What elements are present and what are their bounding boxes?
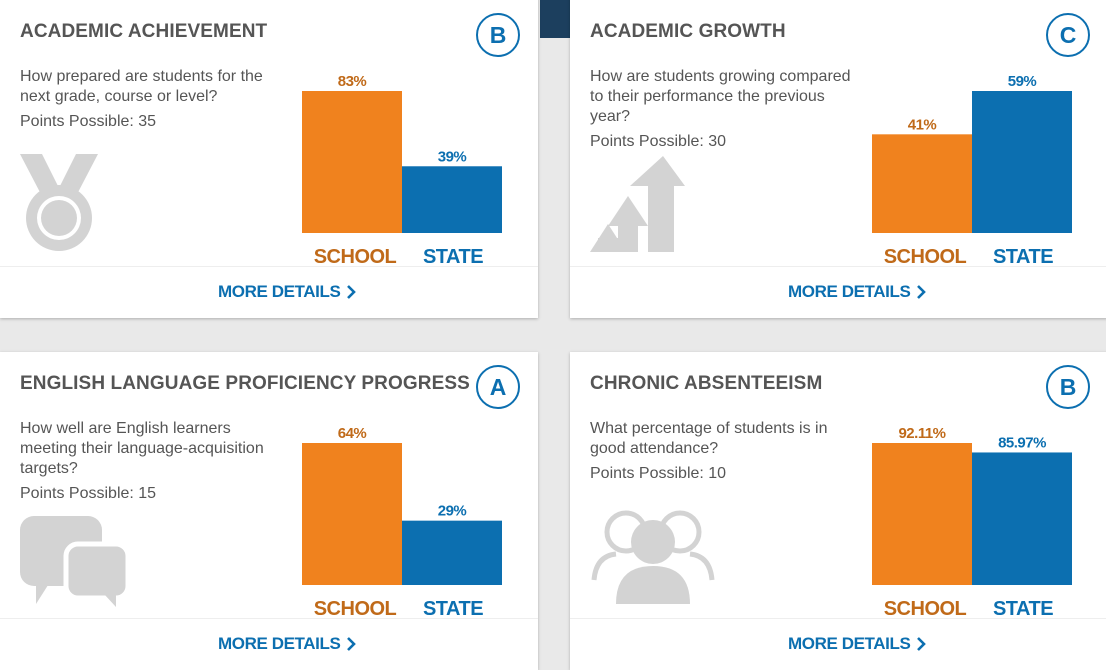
- bar-chart-svg: 41% SCHOOL 59% STATE: [872, 73, 1072, 268]
- card-title: ACADEMIC ACHIEVEMENT: [20, 21, 268, 42]
- question-text: How well are English learners meeting th…: [20, 420, 264, 477]
- points-possible: Points Possible: 15: [20, 485, 157, 502]
- question-text: How prepared are students for the next g…: [20, 68, 263, 105]
- more-details-label: MORE DETAILS: [218, 282, 341, 301]
- more-details-label: MORE DETAILS: [218, 634, 341, 653]
- bar-value-label-state: 29%: [438, 503, 467, 520]
- chevron-right-icon: [347, 285, 357, 299]
- more-details-link[interactable]: MORE DETAILS: [218, 282, 357, 302]
- grade-badge: B: [1046, 365, 1090, 409]
- chevron-right-icon: [917, 637, 927, 651]
- card-footer: MORE DETAILS: [0, 618, 538, 670]
- grade-badge: A: [476, 365, 520, 409]
- category-label-school: SCHOOL: [884, 246, 967, 268]
- bar-chart: 41% SCHOOL 59% STATE: [872, 70, 1074, 270]
- header-strip: [540, 0, 570, 38]
- bar-state: [972, 91, 1072, 233]
- points-possible: Points Possible: 10: [590, 465, 727, 482]
- bar-state: [402, 520, 502, 585]
- bar-school: [872, 443, 972, 585]
- medal-icon: [20, 154, 98, 261]
- card-question: What percentage of students is in good a…: [590, 419, 852, 484]
- question-text: How are students growing compared to the…: [590, 68, 851, 125]
- category-label-state: STATE: [423, 246, 483, 268]
- bar-value-label-school: 92.11%: [898, 425, 945, 442]
- question-text: What percentage of students is in good a…: [590, 420, 828, 457]
- card-question: How are students growing compared to the…: [590, 67, 852, 152]
- bar-school: [302, 91, 402, 233]
- chevron-right-icon: [917, 285, 927, 299]
- card-footer: MORE DETAILS: [570, 618, 1106, 670]
- card-footer: MORE DETAILS: [0, 266, 538, 318]
- bar-state: [972, 452, 1072, 585]
- bar-school: [872, 134, 972, 233]
- bar-value-label-school: 41%: [908, 116, 937, 133]
- card-title: ENGLISH LANGUAGE PROFICIENCY PROGRESS: [20, 373, 470, 394]
- points-possible: Points Possible: 30: [590, 133, 727, 150]
- bar-chart: 92.11% SCHOOL 85.97% STATE: [872, 422, 1074, 622]
- bar-chart-svg: 83% SCHOOL 39% STATE: [302, 73, 502, 268]
- more-details-link[interactable]: MORE DETAILS: [788, 282, 927, 302]
- bar-chart: 64% SCHOOL 29% STATE: [302, 422, 504, 622]
- card-footer: MORE DETAILS: [570, 266, 1106, 318]
- more-details-link[interactable]: MORE DETAILS: [218, 634, 357, 654]
- bar-value-label-school: 83%: [338, 73, 367, 90]
- card-academic-achievement: ACADEMIC ACHIEVEMENT B How prepared are …: [0, 0, 538, 318]
- card-chronic-absenteeism: CHRONIC ABSENTEEISM B What percentage of…: [570, 352, 1106, 670]
- card-question: How prepared are students for the next g…: [20, 67, 282, 132]
- bar-chart-svg: 64% SCHOOL 29% STATE: [302, 425, 502, 620]
- bar-school: [302, 443, 402, 585]
- category-label-state: STATE: [423, 598, 483, 620]
- category-label-school: SCHOOL: [314, 246, 397, 268]
- category-label-school: SCHOOL: [314, 598, 397, 620]
- grade-badge: C: [1046, 13, 1090, 57]
- card-academic-growth: ACADEMIC GROWTH C How are students growi…: [570, 0, 1106, 318]
- points-possible: Points Possible: 35: [20, 113, 157, 130]
- growth-arrows-icon: [590, 156, 686, 259]
- more-details-label: MORE DETAILS: [788, 282, 911, 301]
- card-question: How well are English learners meeting th…: [20, 419, 282, 504]
- bar-value-label-state: 85.97%: [998, 434, 1046, 451]
- bar-value-label-state: 59%: [1008, 73, 1037, 90]
- people-icon: [590, 504, 716, 611]
- category-label-school: SCHOOL: [884, 598, 967, 620]
- grade-badge: B: [476, 13, 520, 57]
- bar-value-label-school: 64%: [338, 425, 367, 442]
- bar-value-label-state: 39%: [438, 148, 467, 165]
- card-english-language-proficiency: ENGLISH LANGUAGE PROFICIENCY PROGRESS A …: [0, 352, 538, 670]
- category-label-state: STATE: [993, 246, 1053, 268]
- bar-chart-svg: 92.11% SCHOOL 85.97% STATE: [872, 425, 1072, 620]
- more-details-link[interactable]: MORE DETAILS: [788, 634, 927, 654]
- category-label-state: STATE: [993, 598, 1053, 620]
- speech-bubbles-icon: [20, 516, 131, 613]
- chevron-right-icon: [347, 637, 357, 651]
- card-title: ACADEMIC GROWTH: [590, 21, 786, 42]
- more-details-label: MORE DETAILS: [788, 634, 911, 653]
- card-title: CHRONIC ABSENTEEISM: [590, 373, 823, 394]
- bar-chart: 83% SCHOOL 39% STATE: [302, 70, 504, 270]
- bar-state: [402, 166, 502, 233]
